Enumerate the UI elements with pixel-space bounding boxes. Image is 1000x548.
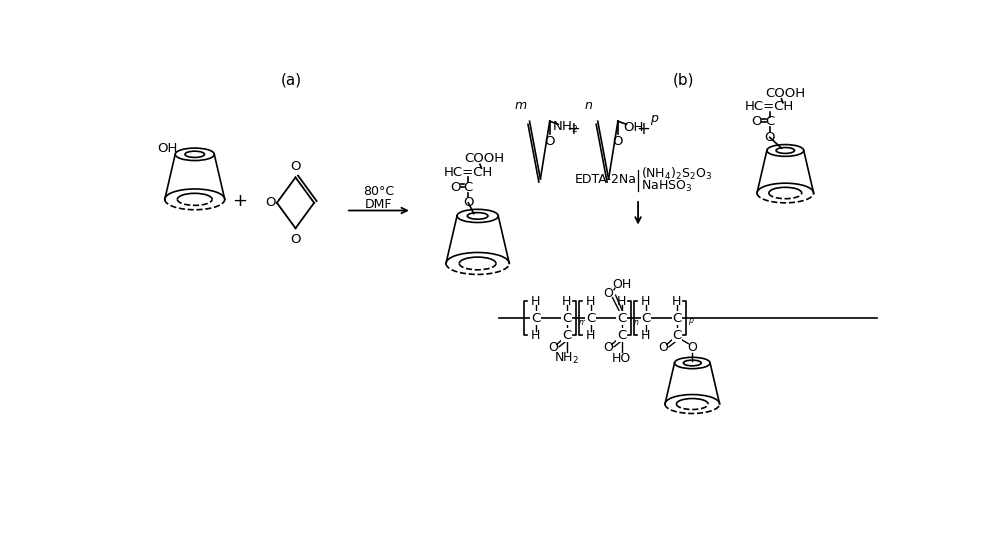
Text: H: H (531, 295, 540, 308)
Text: (a): (a) (281, 72, 302, 87)
Text: HC=CH: HC=CH (745, 100, 794, 113)
Text: $_n$: $_n$ (633, 318, 639, 328)
Text: O: O (450, 181, 460, 194)
Text: +: + (636, 120, 650, 138)
Text: DMF: DMF (365, 198, 392, 211)
Text: C: C (586, 312, 595, 325)
Text: C: C (765, 116, 774, 128)
Text: NH$_2$: NH$_2$ (552, 120, 578, 135)
Text: H: H (531, 329, 540, 342)
Text: C: C (464, 181, 473, 194)
Text: +: + (232, 191, 247, 209)
Text: HO: HO (612, 352, 631, 365)
Text: COOH: COOH (765, 87, 805, 100)
Text: H: H (672, 295, 681, 308)
Text: +: + (566, 120, 580, 138)
Text: O: O (658, 341, 668, 354)
Text: $m$: $m$ (514, 99, 527, 112)
Text: C: C (672, 329, 681, 342)
Text: O: O (603, 341, 613, 354)
Text: C: C (562, 312, 571, 325)
Text: H: H (586, 295, 595, 308)
Text: H: H (641, 295, 650, 308)
Text: O: O (765, 131, 775, 144)
Text: HC=CH: HC=CH (444, 165, 493, 179)
Text: O: O (265, 196, 275, 209)
Text: OH: OH (157, 142, 178, 156)
Text: O: O (290, 160, 301, 173)
Text: (NH$_4$)$_2$S$_2$O$_3$: (NH$_4$)$_2$S$_2$O$_3$ (641, 165, 712, 181)
Text: C: C (562, 329, 571, 342)
Text: O: O (544, 135, 555, 149)
Text: OH: OH (612, 278, 631, 291)
Text: NaHSO$_3$: NaHSO$_3$ (641, 179, 692, 194)
Text: (b): (b) (672, 72, 694, 87)
Text: O: O (463, 196, 474, 209)
Text: H: H (562, 295, 571, 308)
Text: $n$: $n$ (584, 99, 593, 112)
Text: O: O (687, 341, 697, 354)
Text: O: O (548, 341, 558, 354)
Text: OH: OH (623, 121, 644, 134)
Text: H: H (641, 329, 650, 342)
Text: C: C (672, 312, 681, 325)
Text: H: H (617, 295, 626, 308)
Text: EDTA-2Na: EDTA-2Na (574, 173, 637, 186)
Text: $_p$: $_p$ (688, 317, 694, 329)
Text: $p$: $p$ (650, 113, 659, 127)
Text: $_m$: $_m$ (578, 318, 587, 328)
Text: C: C (531, 312, 540, 325)
Text: COOH: COOH (464, 152, 504, 165)
Text: C: C (617, 312, 626, 325)
Text: NH$_2$: NH$_2$ (554, 351, 579, 366)
Text: H: H (586, 329, 595, 342)
Text: 80°C: 80°C (363, 185, 394, 198)
Text: C: C (617, 329, 626, 342)
Text: O: O (604, 287, 614, 300)
Text: O: O (613, 135, 623, 149)
Text: O: O (751, 116, 762, 128)
Text: C: C (641, 312, 650, 325)
Text: O: O (290, 232, 301, 246)
